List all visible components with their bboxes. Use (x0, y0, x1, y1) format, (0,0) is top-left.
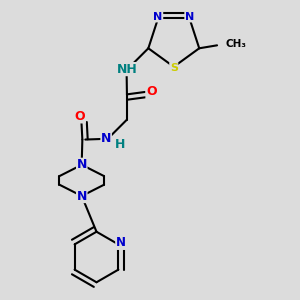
Text: S: S (170, 63, 178, 73)
Text: NH: NH (117, 63, 138, 76)
Text: N: N (76, 190, 87, 202)
Text: O: O (75, 110, 85, 123)
Text: N: N (116, 236, 126, 249)
Text: N: N (185, 12, 194, 22)
Text: O: O (146, 85, 157, 98)
Text: N: N (153, 12, 163, 22)
Text: N: N (76, 158, 87, 171)
Text: H: H (115, 138, 125, 151)
Text: CH₃: CH₃ (225, 39, 246, 50)
Text: N: N (101, 132, 111, 145)
